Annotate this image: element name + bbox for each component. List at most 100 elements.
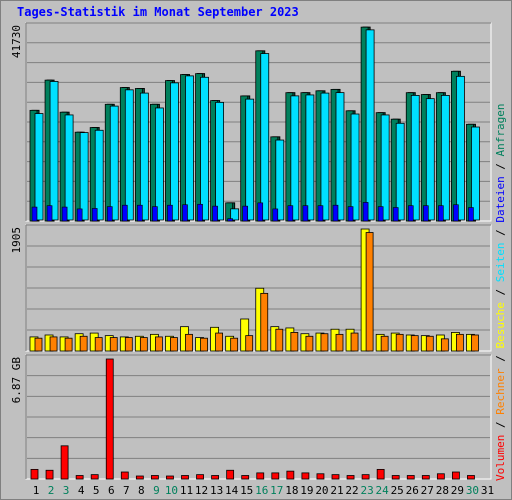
bar-seiten xyxy=(260,53,270,221)
x-tick-label: 6 xyxy=(108,484,115,497)
bar-seiten xyxy=(290,95,300,221)
bar-seiten xyxy=(215,101,225,221)
bar-dateien xyxy=(362,202,369,222)
bar-seiten xyxy=(200,76,209,221)
legend-seiten: Seiten xyxy=(494,243,507,283)
x-tick-label: 2 xyxy=(48,484,55,497)
bar-seiten xyxy=(320,92,330,221)
bar-volumen xyxy=(120,471,129,480)
bar-rechner xyxy=(215,332,224,352)
bar-seiten xyxy=(380,114,390,221)
x-tick-label: 30 xyxy=(466,484,479,497)
x-tick-label: 29 xyxy=(451,484,464,497)
bar-seiten xyxy=(335,92,345,221)
bar-volumen xyxy=(406,475,415,480)
legend-volumen: Volumen xyxy=(494,435,507,481)
bar-dateien xyxy=(212,205,218,222)
bar-volumen xyxy=(361,474,370,480)
x-tick-label: 10 xyxy=(165,484,178,497)
bar-dateien xyxy=(347,206,354,222)
bar-volumen xyxy=(135,475,144,480)
bar-dateien xyxy=(453,204,459,222)
bar-rechner xyxy=(64,337,73,352)
bar-seiten xyxy=(245,98,255,221)
bar-dateien xyxy=(182,204,188,222)
bar-dateien xyxy=(61,206,68,222)
bar-seiten xyxy=(395,122,405,221)
bar-seiten xyxy=(440,95,450,221)
x-tick-label: 21 xyxy=(330,484,343,497)
x-tick-label: 26 xyxy=(406,484,419,497)
x-tick-label: 17 xyxy=(270,484,283,497)
bar-seiten xyxy=(350,113,360,221)
bar-dateien xyxy=(317,205,324,222)
bar-rechner xyxy=(320,333,329,352)
bar-dateien xyxy=(106,206,113,222)
bar-volumen xyxy=(271,472,280,480)
bar-dateien xyxy=(137,204,143,222)
bar-seiten xyxy=(425,98,435,221)
bar-rechner xyxy=(245,335,254,352)
bar-volumen xyxy=(226,469,235,480)
bar-seiten xyxy=(275,139,285,221)
bar-volumen xyxy=(60,445,69,480)
bar-volumen xyxy=(316,473,325,480)
bar-dateien xyxy=(91,208,98,222)
bar-dateien xyxy=(332,204,339,222)
bar-volumen xyxy=(196,474,204,480)
bar-seiten xyxy=(455,75,465,221)
legend-dateien: Dateien xyxy=(494,176,507,222)
bar-volumen xyxy=(391,475,400,480)
x-tick-label: 8 xyxy=(138,484,145,497)
bar-dateien xyxy=(152,206,158,222)
bar-volumen xyxy=(241,475,250,480)
bar-dateien xyxy=(407,205,414,222)
x-tick-label: 22 xyxy=(345,484,358,497)
bar-rechner xyxy=(139,337,148,352)
x-tick-label: 3 xyxy=(63,484,70,497)
bar-rechner xyxy=(275,328,284,352)
x-tick-label: 7 xyxy=(123,484,130,497)
bar-volumen xyxy=(90,474,99,480)
bar-rechner xyxy=(350,332,359,352)
bar-volumen xyxy=(467,475,475,480)
bar-dateien xyxy=(227,218,233,222)
x-tick-label: 25 xyxy=(391,484,404,497)
bar-rechner xyxy=(34,337,43,352)
bar-rechner xyxy=(124,337,133,352)
bar-seiten xyxy=(64,114,74,221)
bar-seiten xyxy=(230,208,240,221)
bar-dateien xyxy=(31,206,38,222)
bar-rechner xyxy=(260,292,269,352)
x-tick-label: 14 xyxy=(225,484,239,497)
bar-seiten xyxy=(79,132,89,221)
bar-rechner xyxy=(94,337,103,352)
x-tick-label: 27 xyxy=(421,484,434,497)
bar-rechner xyxy=(425,335,434,352)
chart-title: Tages-Statistik im Monat September 2023 xyxy=(17,5,299,19)
bar-volumen xyxy=(30,468,39,480)
bar-rechner xyxy=(305,335,314,352)
legend- /: / xyxy=(494,415,507,435)
bar-seiten xyxy=(34,113,44,221)
bar-dateien xyxy=(287,205,294,222)
y-tick-label: 1905 xyxy=(10,227,23,254)
bar-dateien xyxy=(76,208,83,222)
bar-dateien xyxy=(377,206,384,222)
legend-besuche: Besuche xyxy=(494,302,507,348)
bar-volumen xyxy=(301,472,310,480)
bar-volumen xyxy=(211,475,220,480)
bar-seiten xyxy=(139,92,149,221)
legend- /: / xyxy=(494,156,507,176)
bar-rechner xyxy=(455,333,464,352)
bar-rechner xyxy=(170,337,178,352)
bar-rechner xyxy=(230,337,239,352)
x-tick-label: 12 xyxy=(195,484,208,497)
bar-volumen xyxy=(286,470,295,480)
bar-dateien xyxy=(167,204,173,222)
bar-seiten xyxy=(124,89,134,221)
x-tick-label: 4 xyxy=(78,484,85,497)
bar-seiten xyxy=(410,95,420,221)
bar-volumen xyxy=(150,475,159,480)
